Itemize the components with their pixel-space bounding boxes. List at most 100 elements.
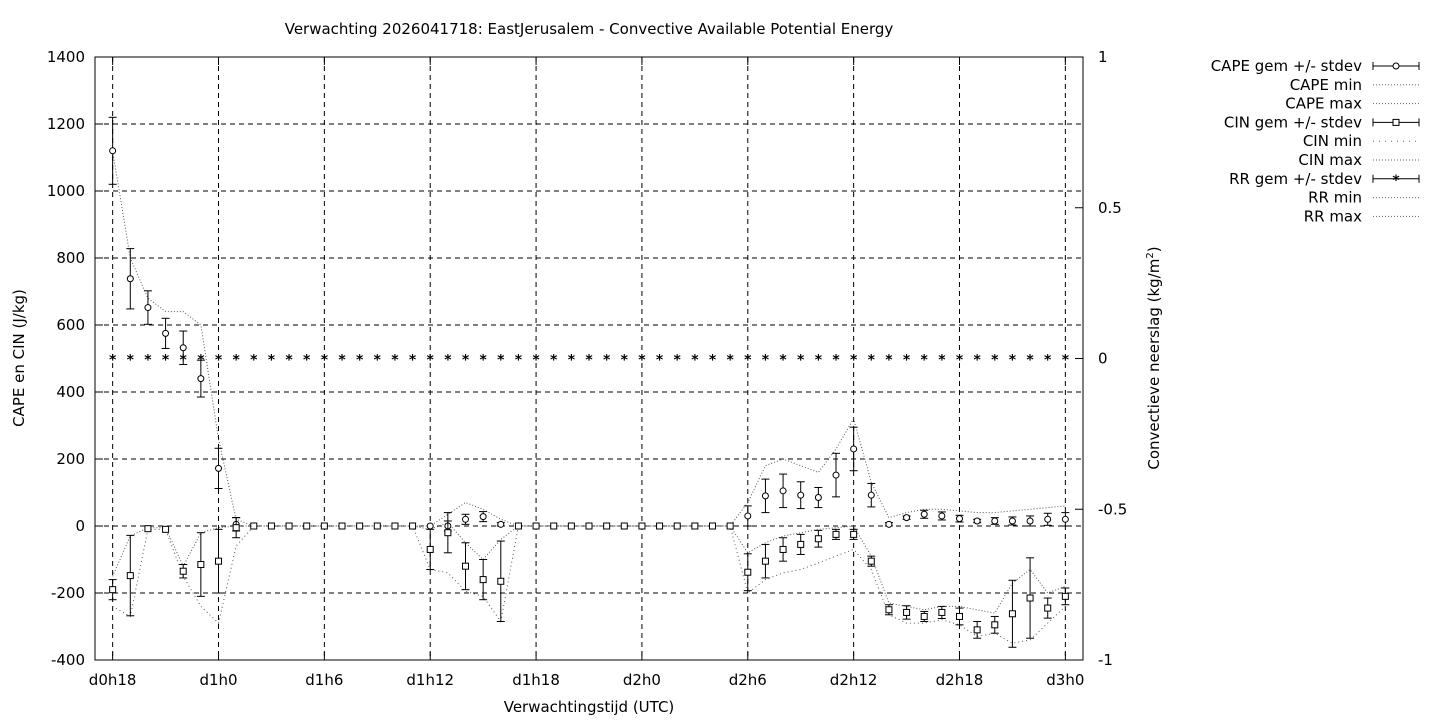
rr-point: * [321, 353, 329, 369]
rr-point: * [462, 353, 470, 369]
cin-point [1044, 604, 1052, 612]
cape-point [850, 445, 858, 453]
rr-point: * [391, 353, 399, 369]
rr-point: * [444, 353, 452, 369]
legend-label: CAPE min [1290, 76, 1362, 94]
rr-point: * [691, 353, 699, 369]
cin-point [691, 522, 699, 530]
legend-star-marker: * [1392, 173, 1400, 189]
cape-point [1044, 515, 1052, 523]
rr-point: * [726, 353, 734, 369]
cin-point [656, 522, 664, 530]
rr-point: * [532, 353, 540, 369]
legend-circle-marker [1392, 62, 1400, 70]
y-tick-label: 1200 [47, 115, 85, 133]
cin-point [109, 586, 117, 594]
legend-label: CAPE max [1285, 95, 1362, 113]
cin-point [514, 522, 522, 530]
cin-point [620, 522, 628, 530]
cin-point [973, 626, 981, 634]
cin-point [303, 522, 311, 530]
cin-point [603, 522, 611, 530]
y-tick-label: 1000 [47, 182, 85, 200]
cin-point [638, 522, 646, 530]
legend-square-marker [1392, 118, 1400, 126]
x-tick-label: d1h18 [512, 671, 560, 689]
cape-point [162, 329, 170, 337]
rr-point: * [956, 353, 964, 369]
y2-tick-label: 1 [1098, 48, 1108, 66]
rr-point: * [162, 353, 170, 369]
cin-point [920, 612, 928, 620]
rr-point: * [762, 353, 770, 369]
cape-point [126, 275, 134, 283]
rr-point: * [232, 353, 240, 369]
x-tick-label: d1h12 [406, 671, 454, 689]
rr-point: * [215, 353, 223, 369]
cape-point [1026, 517, 1034, 525]
x-tick-label: d2h18 [936, 671, 984, 689]
cin-point [991, 621, 999, 629]
cape-point [1061, 515, 1069, 523]
cin-point [1061, 592, 1069, 600]
legend-label: RR min [1308, 189, 1362, 207]
rr-point: * [832, 353, 840, 369]
rr-point: * [674, 353, 682, 369]
cape-point [991, 517, 999, 525]
cin-point [532, 522, 540, 530]
y-tick-label: 1400 [47, 48, 85, 66]
cin-point [426, 545, 434, 553]
rr-point: * [568, 353, 576, 369]
rr-point: * [656, 353, 664, 369]
rr-point: * [479, 353, 487, 369]
legend-label: CAPE gem +/- stdev [1211, 57, 1362, 75]
legend-label: CIN max [1298, 151, 1362, 169]
cape-max-line [112, 150, 1066, 527]
cin-point [1008, 610, 1016, 618]
y-tick-label: -200 [51, 584, 85, 602]
cin-point [938, 608, 946, 616]
cin-point [373, 522, 381, 530]
cin-point [391, 522, 399, 530]
cin-point [779, 545, 787, 553]
rr-point: * [991, 353, 999, 369]
cin-point [832, 530, 840, 538]
rr-point: * [903, 353, 911, 369]
rr-point: * [603, 353, 611, 369]
cin-point [761, 557, 769, 565]
rr-point: * [515, 353, 523, 369]
y-tick-label: 0 [75, 517, 85, 535]
rr-point: * [250, 353, 258, 369]
cin-point [709, 522, 716, 530]
cape-point [479, 513, 487, 521]
cape-point [867, 491, 875, 499]
rr-point: * [550, 353, 558, 369]
rr-point: * [268, 353, 276, 369]
y-tick-label: 200 [56, 450, 85, 468]
rr-point: * [303, 353, 311, 369]
rr-point: * [850, 353, 858, 369]
rr-point: * [779, 353, 787, 369]
cin-point [479, 576, 487, 584]
legend-label: CIN min [1303, 132, 1362, 150]
cin-point [197, 561, 205, 569]
rr-point: * [109, 353, 117, 369]
rr-point: * [144, 353, 152, 369]
rr-point: * [921, 353, 929, 369]
y-axis-label: CAPE en CIN (J/kg) [10, 289, 28, 427]
cape-point [814, 494, 822, 502]
cin-point [267, 522, 275, 530]
cin-point [744, 568, 752, 576]
rr-point: * [285, 353, 293, 369]
rr-point: * [1062, 353, 1070, 369]
cape-point [497, 520, 505, 528]
rr-point: * [127, 353, 135, 369]
cin-point [550, 522, 558, 530]
rr-point: * [797, 353, 805, 369]
cape-point [144, 304, 152, 312]
cape-point [197, 375, 205, 383]
y2-tick-label: -0.5 [1098, 500, 1127, 518]
cin-point [126, 572, 134, 580]
cape-point [761, 492, 769, 500]
